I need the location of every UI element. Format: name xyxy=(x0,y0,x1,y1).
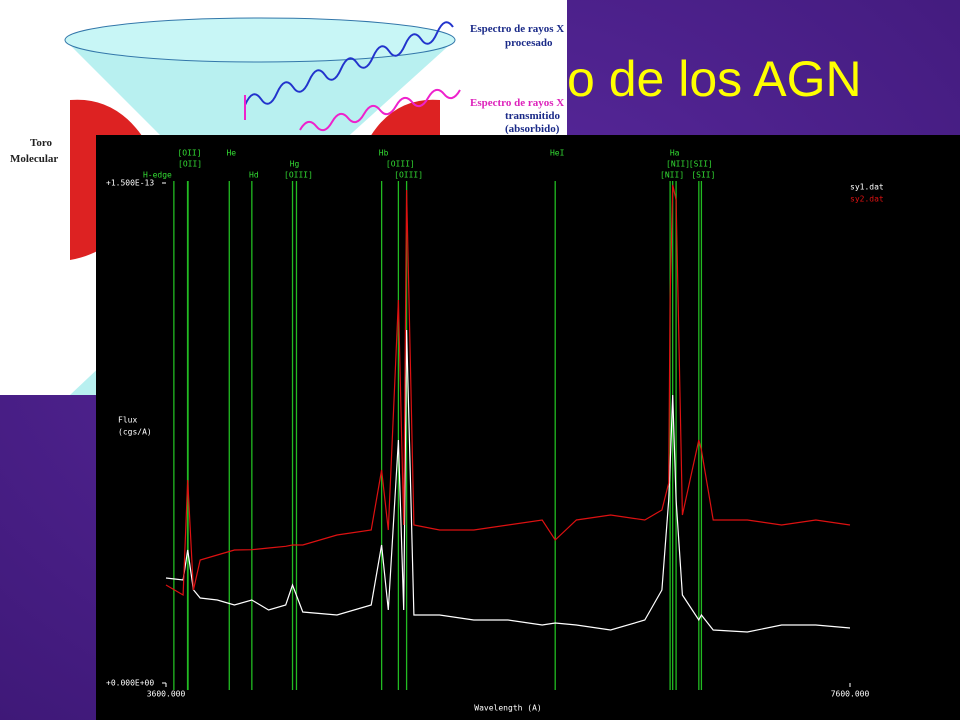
x-tick-label: 7600.000 xyxy=(831,690,870,699)
chart-bg xyxy=(96,135,960,720)
emission-label: [OIII] xyxy=(394,171,423,180)
emission-label: Hb xyxy=(379,149,389,158)
emission-label: Hd xyxy=(249,171,259,180)
emission-label: He xyxy=(226,149,236,158)
spectrum-line xyxy=(165,329,851,633)
emission-label: Ha xyxy=(670,149,680,158)
y-axis-label: Flux xyxy=(118,416,137,425)
emission-label: [SII] xyxy=(691,171,715,180)
torus-label: Toro xyxy=(30,137,53,149)
emission-label: H-edge xyxy=(143,171,172,180)
emission-label: [SII] xyxy=(689,160,713,169)
emission-label: HeI xyxy=(550,149,565,158)
emission-label: [OII] xyxy=(178,160,202,169)
emission-label: Hg xyxy=(290,160,300,169)
transmitted-label: Espectro de rayos X xyxy=(470,97,564,109)
y-axis-label: (cgs/A) xyxy=(118,428,152,437)
transmitted-wave xyxy=(299,88,461,132)
spectrum-line xyxy=(165,184,851,597)
processed-label: Espectro de rayos X xyxy=(470,23,564,35)
legend-label: sy1.dat xyxy=(850,183,884,192)
emission-label: [NII] xyxy=(660,171,684,180)
cone-top xyxy=(64,17,456,63)
x-axis-label: Wavelength (A) xyxy=(474,704,541,713)
processed-wave xyxy=(244,21,454,106)
processed-label: procesado xyxy=(505,37,553,49)
transmitted-label: (absorbido) xyxy=(505,123,560,135)
emission-label: [OII] xyxy=(177,149,201,158)
slide-title: o de los AGN xyxy=(567,51,862,107)
emission-label: [OIII] xyxy=(284,171,313,180)
transmitted-label: transmitido xyxy=(505,110,561,122)
legend-label: sy2.dat xyxy=(850,195,884,204)
torus-label: Molecular xyxy=(10,153,58,165)
y-tick-label: +0.000E+00 xyxy=(106,679,154,688)
emission-label: [NII] xyxy=(666,160,690,169)
upper-cone xyxy=(65,40,455,225)
x-tick-label: 3600.000 xyxy=(147,690,186,699)
spectrum-chart: H-edge [OII] [OII] He Hd Hg [OIII] Hb [OIII] [OII… xyxy=(96,135,960,720)
emission-label: [OIII] xyxy=(386,160,415,169)
y-tick-label: +1.500E-13 xyxy=(106,179,154,188)
